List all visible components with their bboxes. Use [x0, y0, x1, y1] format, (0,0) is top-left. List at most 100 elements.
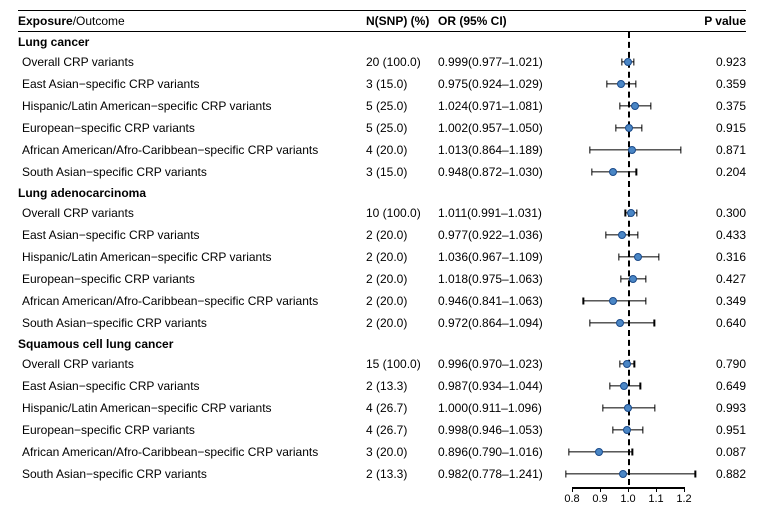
ci-cap [650, 103, 651, 110]
header-exposure-bold: Exposure [18, 14, 73, 28]
exposure-label: Overall CRP variants [18, 55, 366, 69]
n-snp: 4 (20.0) [366, 143, 438, 157]
header-p: P value [698, 14, 746, 28]
header-or: OR (95% CI) [438, 14, 558, 28]
n-snp: 3 (20.0) [366, 445, 438, 459]
exposure-label: Hispanic/Latin American−specific CRP var… [18, 250, 366, 264]
group-title: Lung cancer [18, 32, 746, 51]
or-ci: 0.948(0.872–1.030) [438, 165, 558, 179]
ci-cap [634, 361, 635, 368]
forest-cell [558, 268, 698, 290]
n-snp: 10 (100.0) [366, 206, 438, 220]
p-value: 0.316 [698, 250, 746, 264]
forest-cell [558, 290, 698, 312]
or-ci: 0.982(0.778–1.241) [438, 467, 558, 481]
p-value: 0.649 [698, 379, 746, 393]
ci-cap [589, 147, 590, 154]
axis-tick-label: 1.2 [676, 493, 691, 505]
ci-cap [633, 59, 634, 66]
forest-plot-table: Exposure/Outcome N(SNP) (%) OR (95% CI) … [0, 0, 764, 521]
ci-cap [602, 405, 603, 412]
ci-cap [645, 298, 646, 305]
forest-cell [558, 441, 698, 463]
ci-cap [606, 81, 607, 88]
table-row: Overall CRP variants15 (100.0)0.996(0.97… [18, 353, 746, 375]
ci-cap [612, 427, 613, 434]
exposure-label: Overall CRP variants [18, 357, 366, 371]
table-row: East Asian−specific CRP variants2 (13.3)… [18, 375, 746, 397]
p-value: 0.871 [698, 143, 746, 157]
forest-cell [558, 246, 698, 268]
forest-cell [558, 353, 698, 375]
p-value: 0.993 [698, 401, 746, 415]
axis-tick [628, 487, 629, 492]
p-value: 0.915 [698, 121, 746, 135]
point-estimate [624, 404, 632, 412]
ci-cap [615, 125, 616, 132]
or-ci: 0.987(0.934–1.044) [438, 379, 558, 393]
table-row: African American/Afro-Caribbean−specific… [18, 290, 746, 312]
p-value: 0.427 [698, 272, 746, 286]
table-row: Overall CRP variants10 (100.0)1.011(0.99… [18, 202, 746, 224]
table-row: Hispanic/Latin American−specific CRP var… [18, 95, 746, 117]
n-snp: 2 (20.0) [366, 316, 438, 330]
n-snp: 2 (20.0) [366, 250, 438, 264]
or-ci: 1.002(0.957–1.050) [438, 121, 558, 135]
table-row: Overall CRP variants20 (100.0)0.999(0.97… [18, 51, 746, 73]
table-row: East Asian−specific CRP variants2 (20.0)… [18, 224, 746, 246]
group-title: Squamous cell lung cancer [18, 334, 746, 353]
exposure-label: African American/Afro-Caribbean−specific… [18, 445, 366, 459]
axis-tick [656, 487, 657, 492]
table-row: South Asian−specific CRP variants3 (15.0… [18, 161, 746, 183]
forest-cell [558, 95, 698, 117]
n-snp: 4 (26.7) [366, 401, 438, 415]
point-estimate [634, 253, 642, 261]
or-ci: 0.999(0.977–1.021) [438, 55, 558, 69]
p-value: 0.882 [698, 467, 746, 481]
exposure-label: European−specific CRP variants [18, 121, 366, 135]
table-row: European−specific CRP variants5 (25.0)1.… [18, 117, 746, 139]
point-estimate [609, 297, 617, 305]
group-title: Lung adenocarcinoma [18, 183, 746, 202]
n-snp: 2 (20.0) [366, 228, 438, 242]
header-exposure-light: /Outcome [73, 14, 125, 28]
axis-tick [684, 487, 685, 492]
ci-cap [658, 254, 659, 261]
or-ci: 0.896(0.790–1.016) [438, 445, 558, 459]
or-ci: 1.024(0.971–1.081) [438, 99, 558, 113]
p-value: 0.204 [698, 165, 746, 179]
point-estimate [628, 146, 636, 154]
axis-tick-label: 0.8 [564, 493, 579, 505]
table-row: Hispanic/Latin American−specific CRP var… [18, 246, 746, 268]
table-row: African American/Afro-Caribbean−specific… [18, 441, 746, 463]
point-estimate [620, 382, 628, 390]
ci-cap [636, 169, 637, 176]
ci-cap [619, 361, 620, 368]
exposure-label: Hispanic/Latin American−specific CRP var… [18, 401, 366, 415]
table-row: South Asian−specific CRP variants2 (20.0… [18, 312, 746, 334]
ci-cap [645, 276, 646, 283]
point-estimate [623, 360, 631, 368]
ci-cap [632, 449, 633, 456]
forest-cell [558, 202, 698, 224]
p-value: 0.640 [698, 316, 746, 330]
point-estimate [595, 448, 603, 456]
ci-cap [654, 320, 655, 327]
forest-cell [558, 139, 698, 161]
ci-cap [641, 125, 642, 132]
n-snp: 3 (15.0) [366, 77, 438, 91]
exposure-label: East Asian−specific CRP variants [18, 379, 366, 393]
ci-cap [606, 232, 607, 239]
point-estimate [617, 80, 625, 88]
point-estimate [624, 58, 632, 66]
n-snp: 2 (13.3) [366, 379, 438, 393]
or-ci: 1.013(0.864–1.189) [438, 143, 558, 157]
exposure-label: South Asian−specific CRP variants [18, 316, 366, 330]
or-ci: 1.036(0.967–1.109) [438, 250, 558, 264]
point-estimate [616, 319, 624, 327]
or-ci: 1.011(0.991–1.031) [438, 206, 558, 220]
table-row: African American/Afro-Caribbean−specific… [18, 139, 746, 161]
ci-cap [635, 81, 636, 88]
p-value: 0.790 [698, 357, 746, 371]
p-value: 0.375 [698, 99, 746, 113]
